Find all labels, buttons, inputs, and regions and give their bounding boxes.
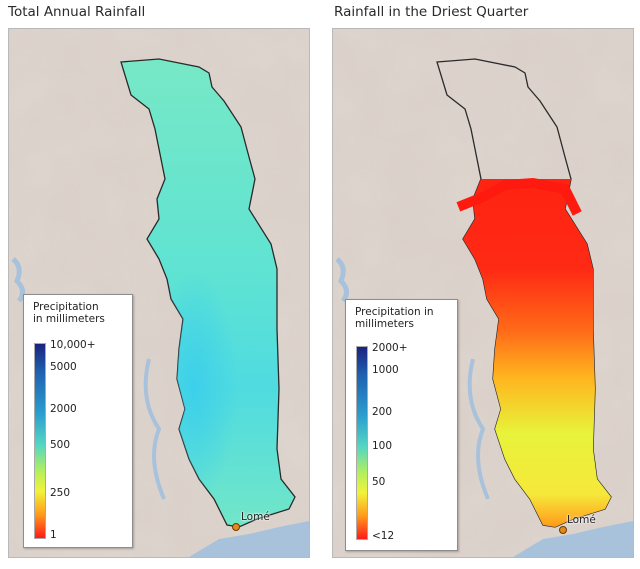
- river: [11, 257, 25, 303]
- panel-title-driest: Rainfall in the Driest Quarter: [334, 4, 529, 20]
- lome-marker: [232, 523, 240, 531]
- city-label-lome: Lomé: [241, 511, 270, 523]
- panel-title-annual: Total Annual Rainfall: [8, 4, 146, 20]
- river: [335, 257, 349, 303]
- legend-title-line2: in millimeters: [33, 313, 105, 325]
- legend-color-ramp: [356, 346, 368, 540]
- map-annual-rainfall: Lomé Precipitation in millimeters 10,000…: [8, 28, 310, 558]
- city-label-lome: Lomé: [567, 514, 596, 526]
- legend-title: Precipitation in millimeters: [355, 306, 434, 330]
- lake: [143, 358, 166, 500]
- lake: [467, 358, 490, 500]
- legend-color-ramp: [34, 343, 46, 539]
- legend-title-line1: Precipitation in: [355, 306, 434, 318]
- legend-tick: 100: [372, 440, 393, 452]
- ocean: [189, 521, 309, 557]
- legend-annual: Precipitation in millimeters 10,000+ 500…: [23, 294, 133, 548]
- legend-title: Precipitation in millimeters: [33, 301, 105, 325]
- driest-north-edge: [456, 177, 582, 216]
- map-annual-svg: [9, 29, 309, 557]
- legend-tick: 200: [372, 406, 393, 418]
- legend-tick: 1000: [372, 364, 399, 376]
- legend-tick: 10,000+: [50, 339, 96, 351]
- lome-marker: [559, 526, 567, 534]
- legend-tick: 500: [50, 439, 71, 451]
- map-driest-quarter: Lomé Precipitation in millimeters 2000+ …: [332, 28, 634, 558]
- legend-tick: 2000+: [372, 342, 408, 354]
- legend-tick: 5000: [50, 361, 77, 373]
- ocean: [513, 521, 633, 557]
- togo-driest-colored: [463, 179, 611, 527]
- legend-tick: 2000: [50, 403, 77, 415]
- legend-tick: 250: [50, 487, 71, 499]
- legend-driest: Precipitation in millimeters 2000+ 1000 …: [345, 299, 458, 551]
- legend-tick: 50: [372, 476, 386, 488]
- legend-tick: <12: [372, 530, 395, 542]
- legend-title-line1: Precipitation: [33, 301, 99, 313]
- annual-wet-zone: [121, 59, 295, 527]
- legend-title-line2: millimeters: [355, 318, 414, 330]
- legend-tick: 1: [50, 529, 57, 541]
